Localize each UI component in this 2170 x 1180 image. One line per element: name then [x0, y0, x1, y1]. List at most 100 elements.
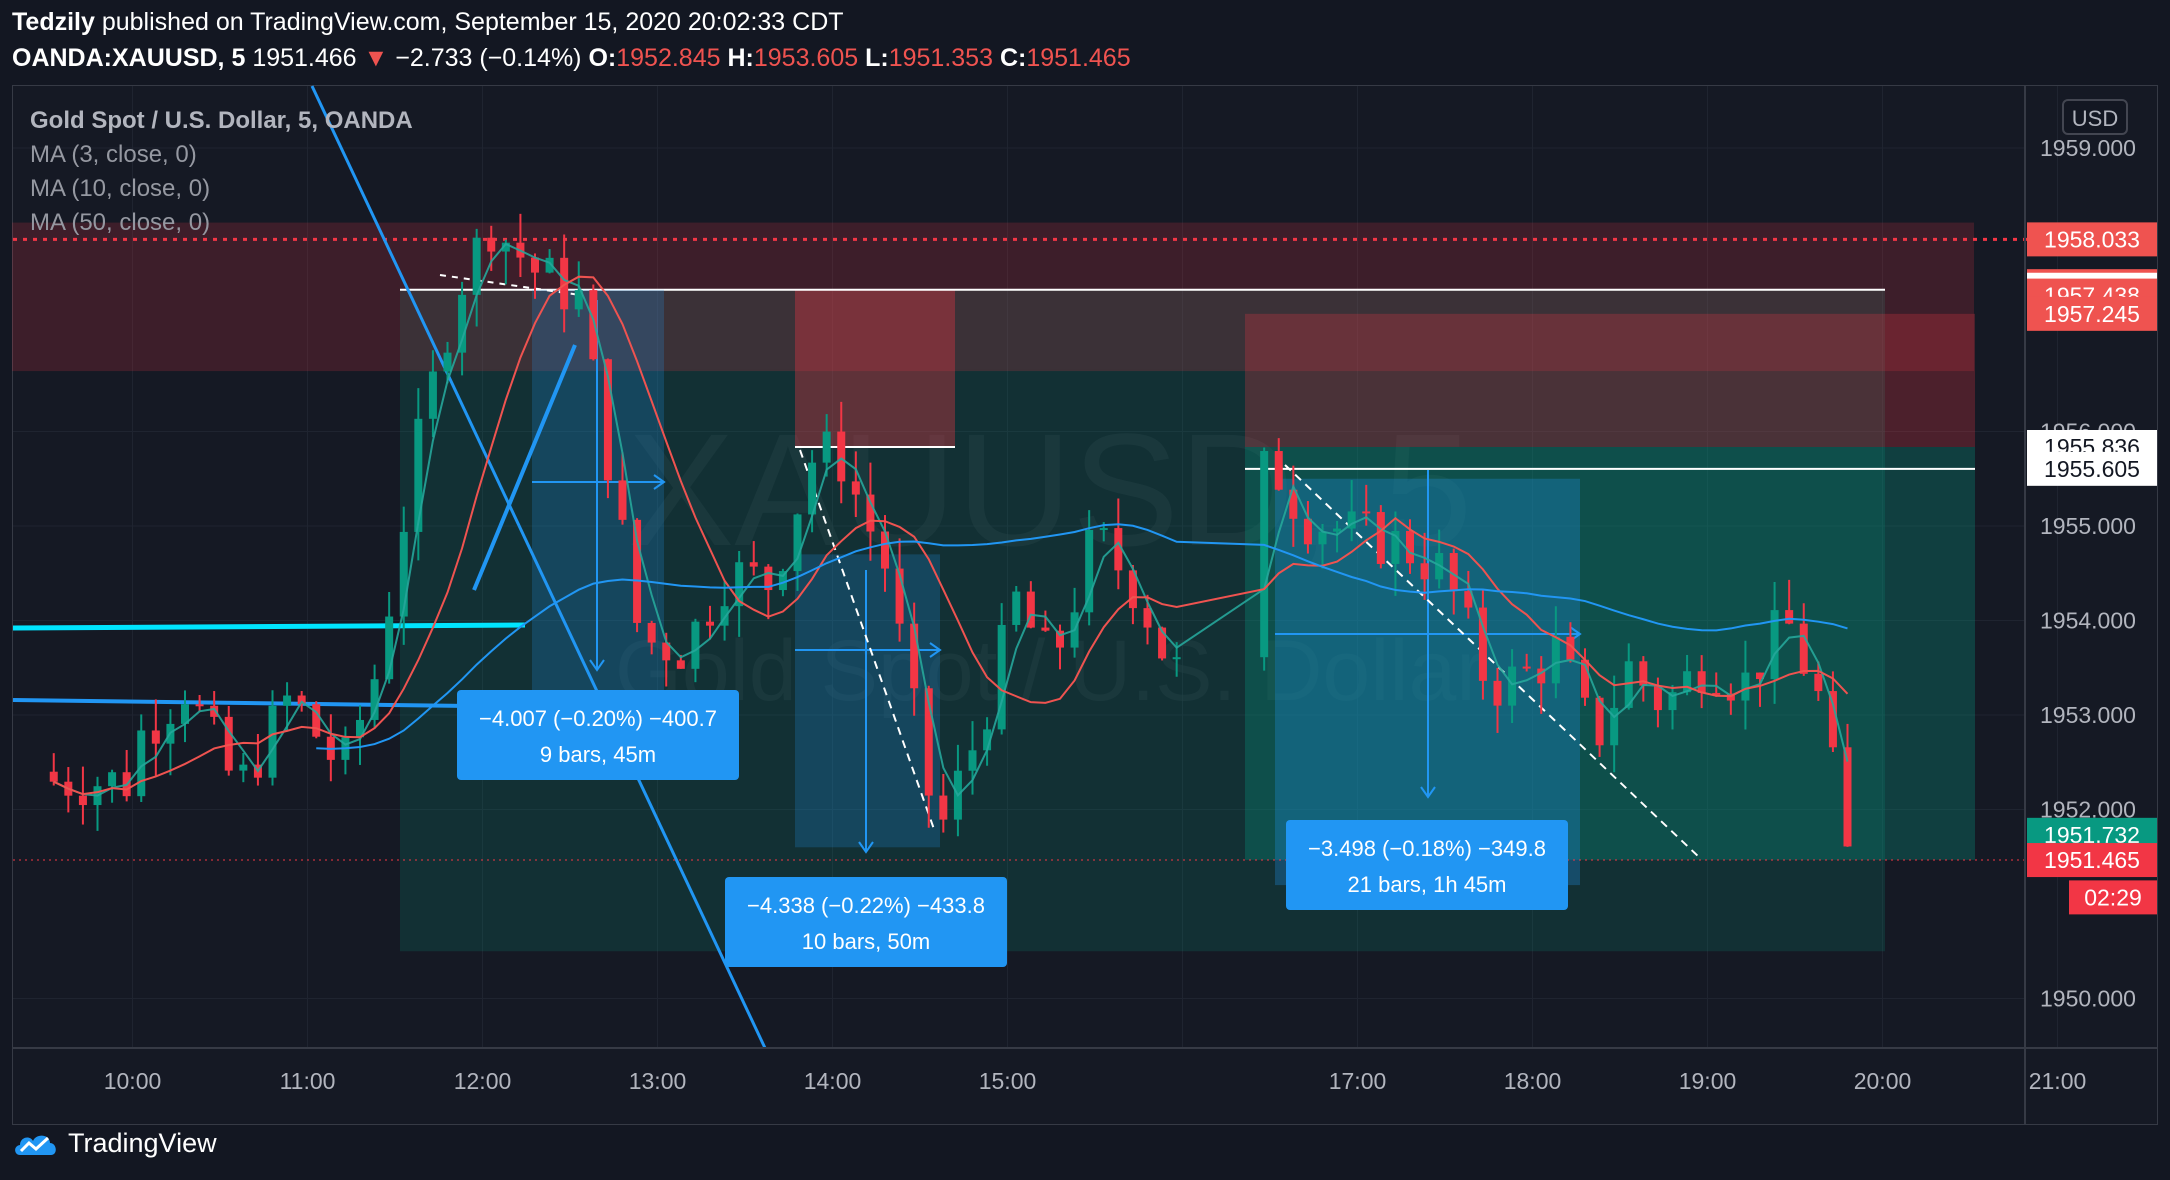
tradingview-logo[interactable]: TradingView: [12, 1128, 217, 1159]
candle-body: [78, 795, 87, 806]
legend-ma-10[interactable]: MA (10, close, 0): [30, 175, 211, 202]
candle-body: [428, 371, 437, 419]
price-axis-label: 1954.000: [2040, 608, 2136, 634]
candle-body: [1828, 691, 1837, 748]
candle-body: [181, 704, 189, 724]
candle-body: [968, 750, 977, 771]
time-axis-label: 18:00: [1504, 1068, 1562, 1094]
price-axis-label: 1950.000: [2040, 986, 2136, 1012]
candle-body: [472, 237, 481, 295]
high-value: 1953.605: [753, 44, 859, 72]
candle-body: [108, 772, 117, 787]
candle-body: [443, 352, 452, 372]
candle-body: [531, 257, 539, 273]
ohlc-bar: OANDA:XAUUSD, 5 1951.466 ▼ −2.733 (−0.14…: [12, 44, 1131, 73]
candle-body: [487, 237, 496, 252]
candle-body: [1362, 511, 1371, 514]
time-axis-label: 21:00: [2029, 1068, 2087, 1094]
candle-body: [895, 568, 904, 624]
candle-body: [1683, 671, 1692, 693]
candle-body: [1376, 512, 1385, 564]
candle-body: [195, 704, 204, 707]
candle-body: [1041, 627, 1050, 631]
candle-body: [560, 257, 569, 310]
candle-body: [691, 621, 700, 669]
long-position-target-zone: [400, 289, 1885, 952]
candle-body: [501, 242, 510, 252]
candle-body: [1085, 529, 1094, 613]
cloud-logo-icon: [15, 1135, 56, 1155]
author-name[interactable]: Tedzily: [12, 8, 95, 36]
price-tag-label: 1955.605: [2044, 456, 2140, 482]
candle-body: [137, 730, 146, 797]
candle-body: [283, 695, 292, 706]
candle-body: [458, 294, 467, 353]
candle-body: [545, 257, 554, 273]
price-tag-label: 1951.465: [2044, 847, 2140, 873]
candle-body: [1406, 530, 1414, 564]
time-axis-label: 20:00: [1854, 1068, 1912, 1094]
currency-button: [2062, 99, 2128, 135]
candle-body: [1712, 692, 1721, 695]
candle-body: [793, 514, 802, 572]
candle-body: [210, 705, 219, 717]
legend-ma-3[interactable]: MA (3, close, 0): [30, 141, 197, 168]
candle-body: [997, 624, 1006, 730]
measure-label-3-value: −3.498 (−0.18%) −349.8: [1308, 836, 1546, 861]
candle-body: [1581, 659, 1589, 698]
price-change: −2.733 (−0.14%): [395, 44, 582, 72]
candle-body: [764, 566, 773, 591]
projection-line-1: [799, 449, 936, 833]
price-tag: [2027, 451, 2157, 486]
candle-body: [224, 716, 233, 771]
candle-body: [414, 418, 423, 532]
candle-body: [1158, 627, 1167, 659]
candle-body: [1172, 657, 1181, 660]
measure-label-2-value: −4.338 (−0.22%) −433.8: [747, 893, 985, 918]
candle-body: [151, 730, 160, 744]
candle-body: [1508, 666, 1517, 706]
price-axis-label: 1959.000: [2040, 135, 2136, 161]
candle-body: [385, 616, 394, 680]
candle-body: [399, 531, 408, 617]
candle-body: [239, 764, 248, 771]
candle-body: [1478, 607, 1487, 681]
resistance-zone: [12, 222, 1974, 372]
measure-label-1-bars: 9 bars, 45m: [540, 742, 656, 767]
candle-body: [1274, 451, 1283, 490]
measure-arrow-h2-head: [929, 642, 942, 658]
logo-text: TradingView: [68, 1128, 217, 1158]
measure-arrow-v3-head: [1420, 786, 1436, 799]
candle-body: [1522, 666, 1531, 669]
candle-body: [1056, 630, 1064, 648]
projection-line-2: [1284, 464, 1701, 859]
legend-title[interactable]: Gold Spot / U.S. Dollar, 5, OANDA: [30, 107, 413, 134]
short-position-stop-zone: [1245, 313, 1975, 447]
candle-body: [268, 705, 277, 778]
low-label: L:: [865, 44, 889, 72]
price-tag: [2027, 843, 2157, 878]
candle-body: [706, 621, 714, 626]
candle-body: [370, 679, 379, 720]
candle-body: [749, 562, 758, 567]
candle-body: [1595, 697, 1604, 746]
candle-body: [1012, 591, 1021, 625]
symbol-label[interactable]: OANDA:XAUUSD, 5: [12, 44, 246, 72]
trend-line-blue-3: [310, 85, 767, 1049]
price-tag-label: 02:29: [2084, 884, 2142, 910]
candle-body: [910, 623, 919, 689]
ma-50-line: [316, 523, 1848, 750]
candle-body: [983, 729, 992, 751]
candle-body: [778, 571, 787, 591]
measure-label-2: [725, 877, 1007, 967]
candle-body: [574, 290, 583, 310]
candle-body: [1318, 531, 1327, 545]
price-tag-label: 1958.033: [2044, 226, 2140, 252]
candle-body: [1128, 570, 1137, 609]
candle-body: [1420, 563, 1429, 580]
chart-legend: Gold Spot / U.S. Dollar, 5, OANDA MA (3,…: [30, 104, 413, 240]
candle-body: [603, 359, 612, 481]
measure-arrow-v1-head: [589, 659, 605, 672]
legend-ma-50[interactable]: MA (50, close, 0): [30, 209, 211, 236]
